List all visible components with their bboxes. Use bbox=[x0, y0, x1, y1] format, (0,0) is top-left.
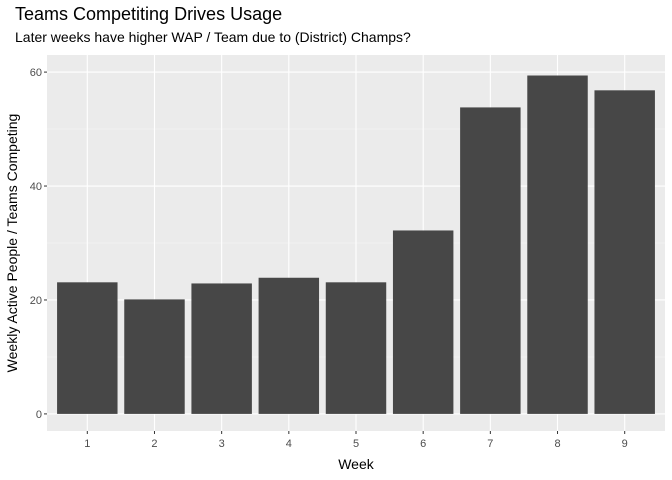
x-tick-label: 3 bbox=[219, 438, 225, 450]
bar bbox=[124, 299, 185, 414]
x-tick-label: 5 bbox=[353, 438, 359, 450]
bar bbox=[392, 230, 454, 414]
x-tick-label: 6 bbox=[420, 438, 426, 450]
x-tick-label: 7 bbox=[487, 438, 493, 450]
bar bbox=[258, 277, 320, 414]
x-tick-label: 2 bbox=[151, 438, 157, 450]
bar bbox=[325, 282, 387, 414]
y-axis-title: Weekly Active People / Teams Competing bbox=[4, 114, 20, 373]
x-axis: 1 2 3 4 5 6 7 8 9 bbox=[84, 431, 628, 450]
bar bbox=[460, 107, 521, 414]
y-tick-label: 0 bbox=[36, 409, 42, 421]
x-tick-label: 4 bbox=[286, 438, 292, 450]
bar bbox=[191, 283, 252, 414]
x-tick-label: 1 bbox=[84, 438, 90, 450]
y-tick-label: 40 bbox=[30, 181, 42, 193]
x-tick-label: 9 bbox=[622, 438, 628, 450]
y-tick-label: 20 bbox=[30, 295, 42, 307]
y-axis: 0 20 40 60 bbox=[30, 67, 47, 421]
bar bbox=[527, 75, 588, 414]
x-tick-label: 8 bbox=[554, 438, 560, 450]
x-axis-title: Week bbox=[338, 456, 375, 472]
bar bbox=[594, 90, 655, 414]
bars bbox=[57, 75, 655, 414]
y-tick-label: 60 bbox=[30, 67, 42, 79]
chart-subtitle: Later weeks have higher WAP / Team due t… bbox=[15, 29, 411, 45]
bar bbox=[57, 282, 118, 414]
chart-title: Teams Competiting Drives Usage bbox=[15, 4, 283, 24]
